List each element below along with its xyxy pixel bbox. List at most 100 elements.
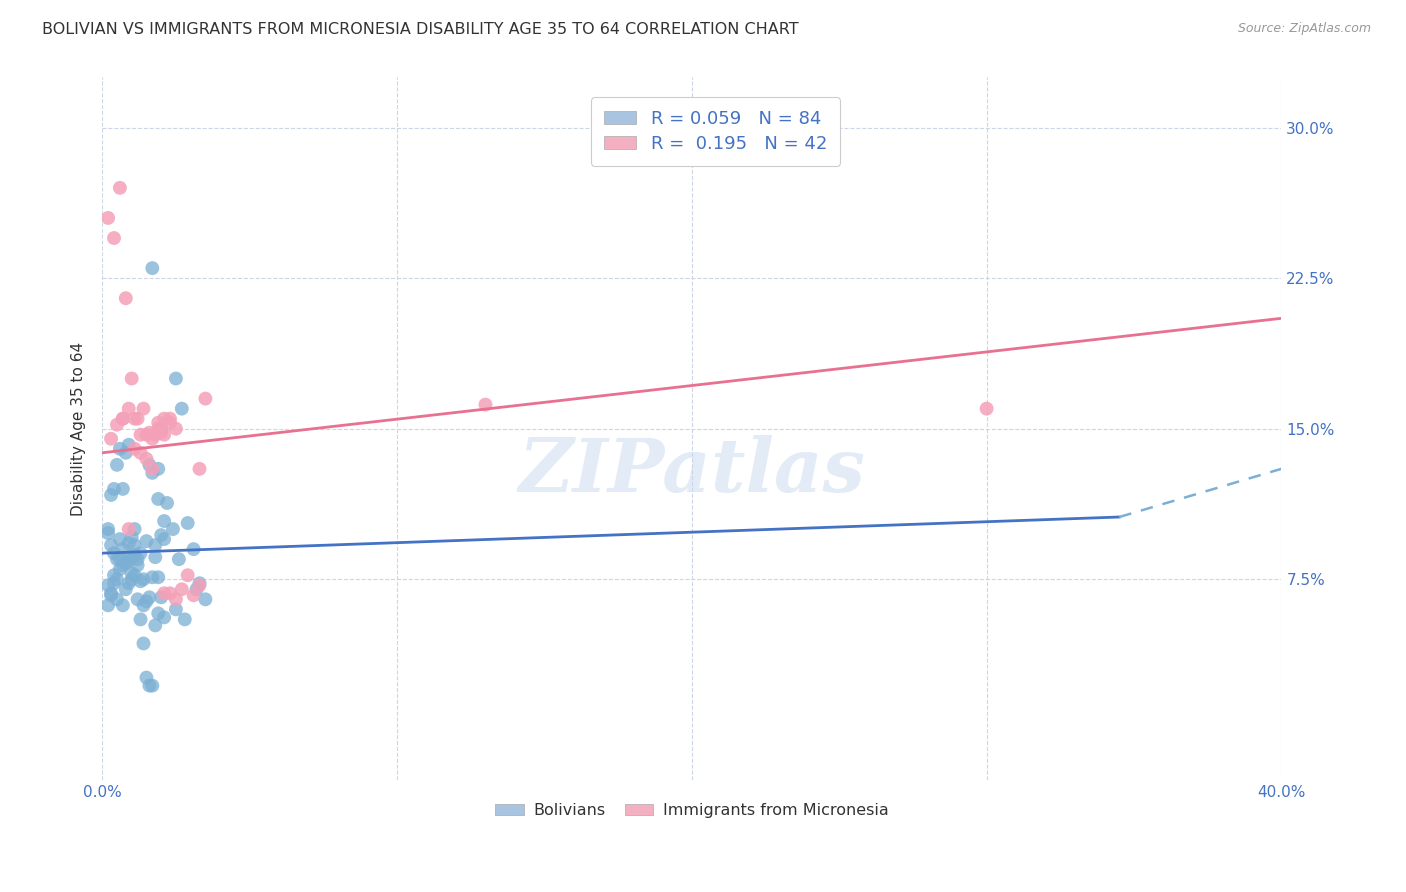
Point: [148, 416, 170, 430]
Point: [118, 550, 141, 565]
Point: [186, 582, 208, 597]
Point: [138, 458, 160, 472]
Point: [153, 610, 176, 624]
Point: [118, 536, 141, 550]
Point: [100, 586, 122, 600]
Point: [111, 411, 134, 425]
Point: [141, 462, 163, 476]
Point: [100, 538, 122, 552]
Point: [121, 371, 143, 385]
Point: [114, 556, 136, 570]
Point: [114, 446, 136, 460]
Point: [148, 491, 170, 506]
Point: [162, 522, 184, 536]
Text: Source: ZipAtlas.com: Source: ZipAtlas.com: [1237, 22, 1371, 36]
Point: [100, 432, 122, 446]
Point: [108, 552, 131, 566]
Point: [129, 612, 152, 626]
Point: [138, 425, 160, 440]
Point: [177, 516, 200, 530]
Point: [121, 572, 143, 586]
Point: [135, 594, 157, 608]
Point: [103, 231, 125, 245]
Point: [183, 542, 205, 557]
Point: [121, 530, 143, 544]
Point: [141, 466, 163, 480]
Point: [150, 528, 173, 542]
Point: [165, 422, 187, 436]
Point: [103, 568, 125, 582]
Point: [124, 522, 146, 536]
Point: [129, 446, 152, 460]
Point: [132, 599, 155, 613]
Point: [170, 401, 193, 416]
Point: [124, 548, 146, 562]
Point: [105, 417, 128, 432]
Point: [153, 514, 176, 528]
Point: [183, 588, 205, 602]
Point: [165, 592, 187, 607]
Point: [135, 671, 157, 685]
Point: [97, 599, 120, 613]
Point: [135, 534, 157, 549]
Point: [114, 556, 136, 570]
Point: [111, 482, 134, 496]
Point: [118, 576, 141, 591]
Point: [132, 572, 155, 586]
Point: [167, 552, 190, 566]
Point: [177, 568, 200, 582]
Text: BOLIVIAN VS IMMIGRANTS FROM MICRONESIA DISABILITY AGE 35 TO 64 CORRELATION CHART: BOLIVIAN VS IMMIGRANTS FROM MICRONESIA D…: [42, 22, 799, 37]
Point: [143, 427, 166, 442]
Point: [105, 572, 128, 586]
Point: [135, 451, 157, 466]
Point: [148, 422, 170, 436]
Point: [105, 592, 128, 607]
Point: [118, 522, 141, 536]
Point: [111, 558, 134, 573]
Point: [124, 538, 146, 552]
Point: [108, 562, 131, 576]
Point: [143, 550, 166, 565]
Point: [105, 458, 128, 472]
Point: [159, 586, 181, 600]
Point: [159, 416, 181, 430]
Point: [97, 522, 120, 536]
Point: [150, 422, 173, 436]
Point: [143, 618, 166, 632]
Point: [141, 679, 163, 693]
Point: [127, 411, 149, 425]
Point: [194, 392, 217, 406]
Point: [138, 591, 160, 605]
Point: [141, 570, 163, 584]
Point: [108, 532, 131, 546]
Legend: Bolivians, Immigrants from Micronesia: Bolivians, Immigrants from Micronesia: [488, 797, 896, 825]
Point: [129, 574, 152, 589]
Point: [105, 552, 128, 566]
Point: [114, 582, 136, 597]
Point: [135, 427, 157, 442]
Point: [108, 181, 131, 195]
Point: [129, 427, 152, 442]
Point: [111, 411, 134, 425]
Point: [103, 546, 125, 560]
Point: [165, 371, 187, 385]
Point: [121, 566, 143, 581]
Point: [127, 552, 149, 566]
Point: [97, 211, 120, 225]
Point: [976, 401, 998, 416]
Point: [156, 496, 179, 510]
Point: [124, 568, 146, 582]
Point: [118, 401, 141, 416]
Point: [188, 576, 211, 591]
Point: [148, 607, 170, 621]
Point: [103, 482, 125, 496]
Point: [111, 599, 134, 613]
Point: [97, 578, 120, 592]
Point: [143, 538, 166, 552]
Point: [132, 636, 155, 650]
Point: [124, 442, 146, 456]
Point: [153, 586, 176, 600]
Point: [124, 411, 146, 425]
Point: [141, 261, 163, 276]
Point: [188, 462, 211, 476]
